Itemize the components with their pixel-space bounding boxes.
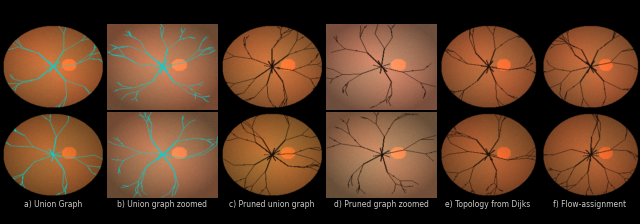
Text: a) Union Graph: a) Union Graph xyxy=(24,200,82,209)
Text: c) Pruned union graph: c) Pruned union graph xyxy=(229,200,314,209)
Text: e) Topology from Dijks: e) Topology from Dijks xyxy=(445,200,531,209)
Text: d) Pruned graph zoomed: d) Pruned graph zoomed xyxy=(333,200,428,209)
Text: f) Flow-assignment: f) Flow-assignment xyxy=(553,200,627,209)
Text: b) Union graph zoomed: b) Union graph zoomed xyxy=(117,200,207,209)
